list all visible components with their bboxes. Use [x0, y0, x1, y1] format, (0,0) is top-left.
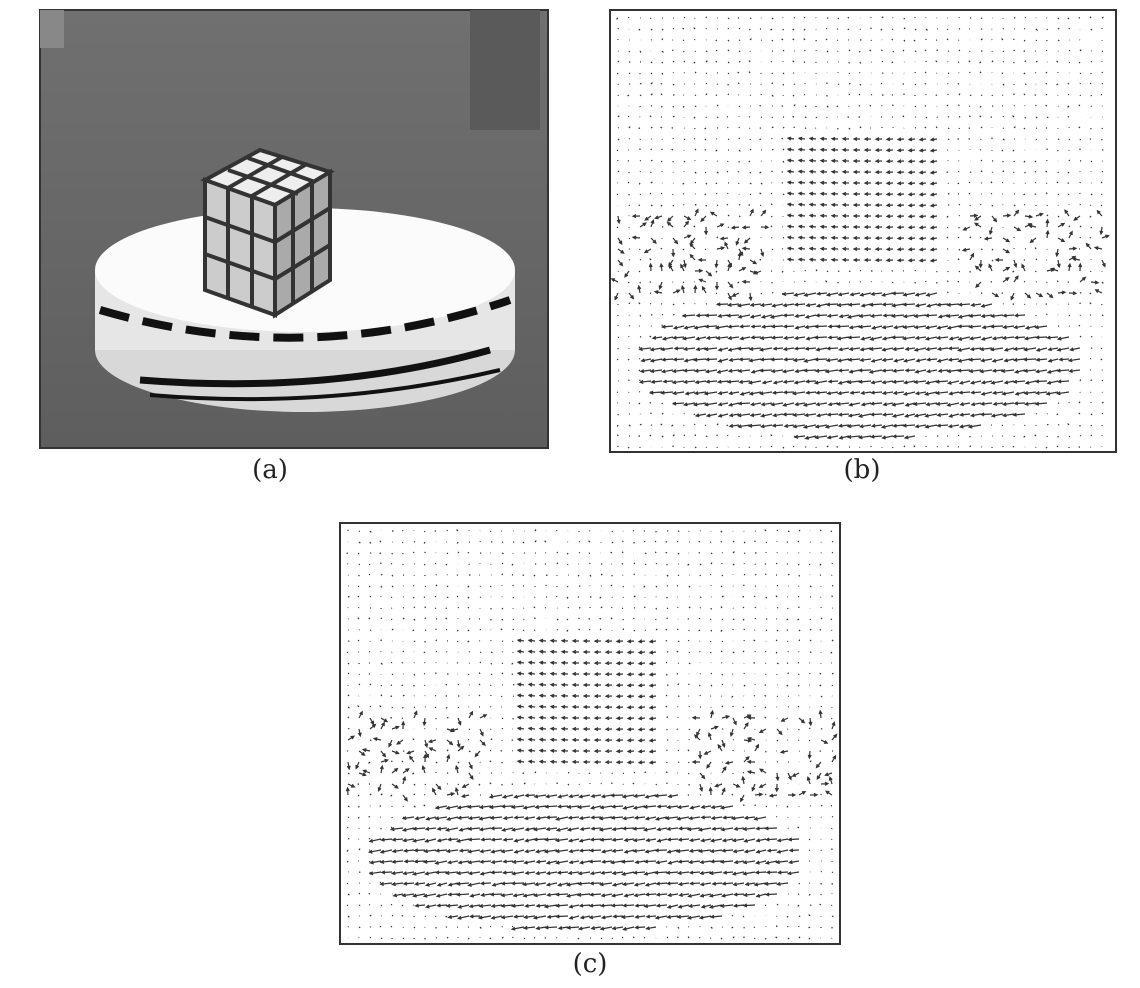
flow-panel-frame: [609, 9, 1117, 453]
flow-vectors: [345, 529, 838, 940]
panel-label: (b): [844, 455, 881, 485]
panel-label: (a): [252, 455, 288, 485]
panel-label: (c): [573, 949, 608, 979]
flow-panel-frame: [339, 522, 841, 945]
flow-vectors: [610, 16, 1110, 449]
photo-panel: [39, 9, 549, 449]
